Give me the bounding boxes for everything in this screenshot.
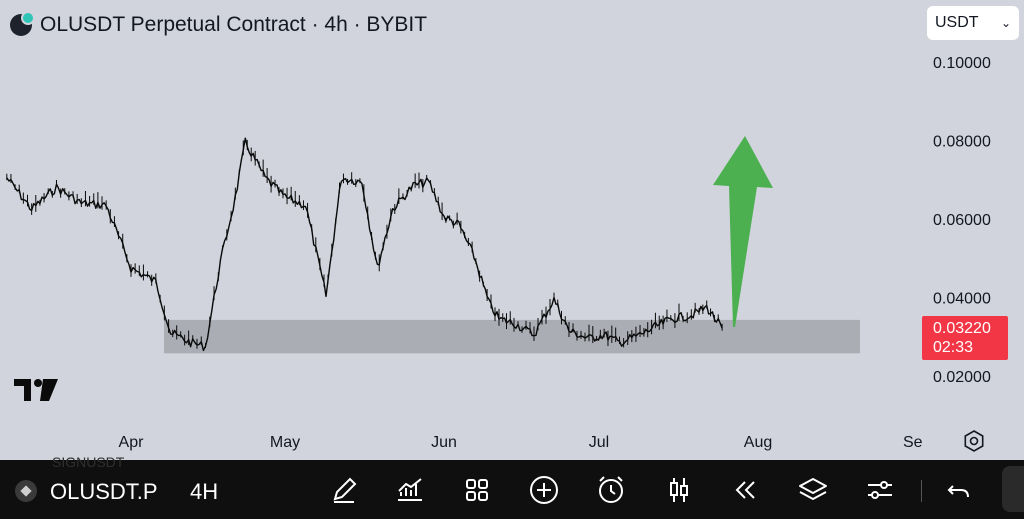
chevron-down-icon: ⌄ — [1000, 16, 1011, 30]
grid-icon — [466, 479, 488, 501]
price-tick-label: 0.04000 — [933, 291, 991, 308]
add-button[interactable] — [526, 472, 562, 508]
currency-label: USDT — [935, 14, 979, 31]
bar-countdown: 02:33 — [933, 339, 974, 356]
interval-button[interactable]: 4H — [190, 479, 219, 504]
last-price-badge: 0.03220 02:33 — [922, 316, 1008, 360]
time-tick-label: Se — [903, 434, 923, 451]
price-tick-label: 0.08000 — [933, 134, 991, 151]
alert-button[interactable] — [593, 472, 629, 508]
indicators-icon — [398, 478, 422, 501]
replay-button[interactable] — [727, 472, 763, 508]
green-up-arrow — [713, 136, 773, 327]
chart-type-button[interactable] — [661, 472, 697, 508]
ghost-symbol-label: SIGNUSDT — [52, 454, 125, 470]
time-tick-label: Apr — [119, 434, 145, 451]
time-tick-label: Jul — [589, 434, 609, 451]
time-tick-label: Jun — [431, 434, 457, 451]
chart-title[interactable]: OLUSDT Perpetual Contract · 4h · BYBIT — [40, 13, 428, 36]
tradingview-logo-icon — [14, 379, 58, 401]
chart-properties-button[interactable] — [862, 472, 898, 508]
symbol-logo-icon — [10, 11, 35, 36]
last-price-value: 0.03220 — [933, 320, 991, 337]
time-tick-label: May — [270, 434, 300, 451]
candles-icon — [670, 478, 688, 502]
chart-header: OLUSDT Perpetual Contract · 4h · BYBIT — [10, 10, 427, 40]
alarm-icon — [599, 476, 623, 503]
sliders-icon — [868, 481, 892, 499]
layout-grid-button[interactable] — [459, 472, 495, 508]
more-tools-button[interactable] — [1002, 466, 1024, 512]
undo-button[interactable] — [941, 472, 977, 508]
plus-circle-icon — [530, 476, 558, 504]
price-axis: 0.10000 0.08000 0.06000 0.04000 0.02000 — [933, 55, 991, 386]
price-tick-label: 0.06000 — [933, 212, 991, 229]
replay-icon — [735, 481, 755, 499]
toolbar-divider — [921, 480, 922, 502]
chart-settings-icon[interactable] — [962, 429, 986, 453]
indicators-button[interactable] — [392, 472, 428, 508]
time-tick-label: Aug — [744, 434, 772, 451]
price-noise — [6, 139, 723, 349]
undo-icon — [947, 485, 969, 498]
layers-icon — [799, 478, 827, 500]
price-chart[interactable]: 0.10000 0.08000 0.06000 0.04000 0.02000 Apr M… — [0, 0, 1024, 460]
currency-select[interactable]: USDT ⌄ — [927, 6, 1019, 40]
price-series-line — [6, 137, 723, 352]
bottom-toolbar: SIGNUSDT OLUSDT.P 4H — [0, 454, 1024, 519]
object-tree-button[interactable] — [795, 472, 831, 508]
time-axis: Apr May Jun Jul Aug Se — [119, 434, 923, 451]
price-tick-label: 0.02000 — [933, 369, 991, 386]
symbol-logo-icon — [15, 480, 37, 502]
support-zone — [164, 319, 860, 354]
pencil-icon — [333, 477, 357, 503]
drawing-tools-button[interactable] — [326, 472, 362, 508]
symbol-button[interactable]: OLUSDT.P — [50, 479, 158, 504]
price-tick-label: 0.10000 — [933, 55, 991, 72]
